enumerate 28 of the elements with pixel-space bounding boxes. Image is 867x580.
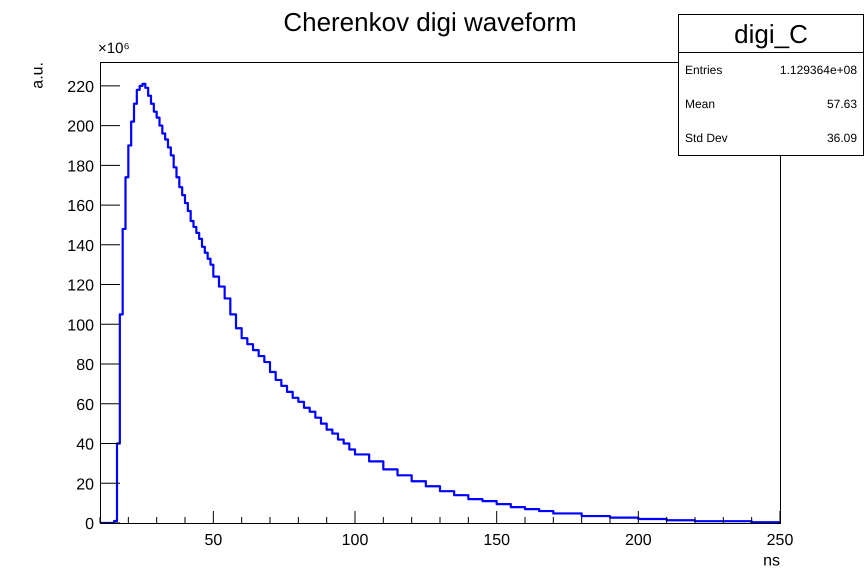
annotation: Entries — [685, 63, 722, 77]
annotation: 1.129364e+08 — [780, 63, 857, 77]
y-axis-title: a.u. — [29, 62, 46, 89]
y-tick-label: 160 — [67, 198, 94, 216]
x-tick-label: 100 — [342, 532, 368, 550]
y-tick-label: 100 — [67, 317, 94, 334]
x-tick-label: 200 — [624, 532, 652, 550]
annotation: Std Dev — [685, 131, 728, 145]
x-tick-label: 150 — [483, 532, 510, 550]
y-tick-label: 220 — [67, 78, 94, 96]
text: 57.63 — [826, 97, 857, 111]
text: ×10⁶ — [98, 40, 130, 57]
y-tick-label: 40 — [76, 436, 94, 454]
y-tick-label: 180 — [67, 158, 94, 176]
x-tick-label: 250 — [766, 532, 794, 550]
text: 36.09 — [826, 131, 857, 145]
y-tick-label: 140 — [67, 238, 94, 255]
y-tick-label: 0 — [85, 516, 94, 533]
y-tick-label: 80 — [76, 357, 94, 374]
text: digi_C — [734, 19, 808, 49]
y-tick-label: 20 — [76, 476, 94, 494]
x-axis-title: ns — [763, 552, 780, 570]
y-tick-label: 200 — [67, 118, 94, 136]
annotation: Mean — [685, 97, 716, 111]
x-tick-label: 50 — [204, 532, 222, 550]
y-tick-label: 120 — [67, 278, 94, 295]
chart-title: Cherenkov digi waveform — [283, 7, 577, 38]
y-tick-label: 60 — [76, 396, 94, 414]
